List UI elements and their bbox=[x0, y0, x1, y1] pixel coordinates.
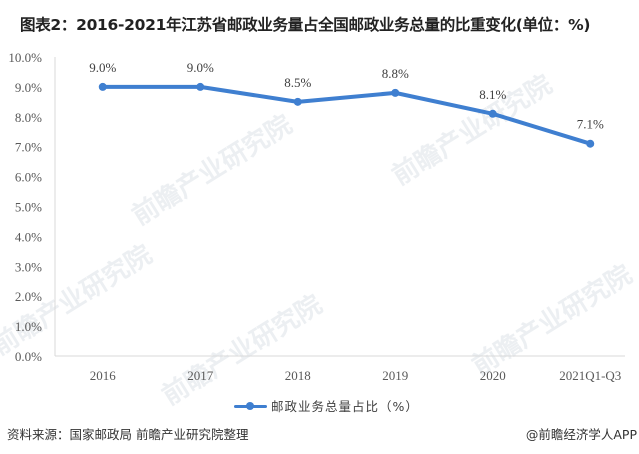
chart-title: 图表2：2016-2021年江苏省邮政业务量占全国邮政业务总量的比重变化(单位：… bbox=[20, 16, 591, 34]
y-axis-ticks: 0.0% 1.0% 2.0% 3.0% 4.0% 5.0% 6.0% 7.0% 8.0% 9.0%… bbox=[8, 50, 42, 364]
series-line bbox=[100, 84, 593, 146]
data-labels: 9.0% 9.0% 8.5% 8.8% 8.1% 7.1% bbox=[89, 60, 604, 132]
legend-label: 邮政业务总量占比（%） bbox=[271, 399, 419, 414]
brand-credit: @前瞻经济学人APP bbox=[525, 427, 637, 442]
data-label: 9.0% bbox=[187, 60, 214, 75]
x-tick-label: 2020 bbox=[480, 368, 506, 383]
data-label: 7.1% bbox=[577, 117, 604, 132]
y-tick-label: 4.0% bbox=[15, 229, 42, 244]
data-label: 8.1% bbox=[479, 87, 506, 102]
x-tick-label: 2016 bbox=[90, 368, 117, 383]
data-label: 8.5% bbox=[284, 75, 311, 90]
x-tick-label: 2018 bbox=[285, 368, 311, 383]
y-tick-label: 8.0% bbox=[15, 110, 42, 125]
y-tick-label: 1.0% bbox=[15, 319, 42, 334]
data-label: 8.8% bbox=[382, 66, 409, 81]
source-note: 资料来源：国家邮政局 前瞻产业研究院整理 bbox=[7, 427, 249, 442]
y-tick-label: 7.0% bbox=[15, 140, 42, 155]
legend-line-icon bbox=[234, 399, 267, 413]
y-tick-label: 9.0% bbox=[15, 80, 42, 95]
y-tick-label: 3.0% bbox=[15, 259, 42, 274]
data-point bbox=[488, 109, 497, 118]
data-label: 9.0% bbox=[89, 60, 116, 75]
legend: 邮政业务总量占比（%） bbox=[234, 396, 419, 415]
data-point bbox=[586, 139, 595, 148]
y-tick-label: 10.0% bbox=[8, 50, 42, 65]
data-point bbox=[391, 88, 400, 97]
data-point bbox=[98, 82, 107, 91]
data-point bbox=[196, 82, 205, 91]
x-tick-label: 2019 bbox=[382, 368, 408, 383]
y-tick-label: 6.0% bbox=[15, 170, 42, 185]
y-tick-label: 2.0% bbox=[15, 289, 42, 304]
x-axis-ticks: 2016 2017 2018 2019 2020 2021Q1-Q3 bbox=[90, 368, 622, 383]
x-tick-label: 2017 bbox=[187, 368, 214, 383]
data-point bbox=[293, 97, 302, 106]
x-tick-label: 2021Q1-Q3 bbox=[559, 368, 621, 383]
y-tick-label: 5.0% bbox=[15, 200, 42, 215]
y-tick-label: 0.0% bbox=[15, 349, 42, 364]
data-markers bbox=[98, 82, 595, 148]
